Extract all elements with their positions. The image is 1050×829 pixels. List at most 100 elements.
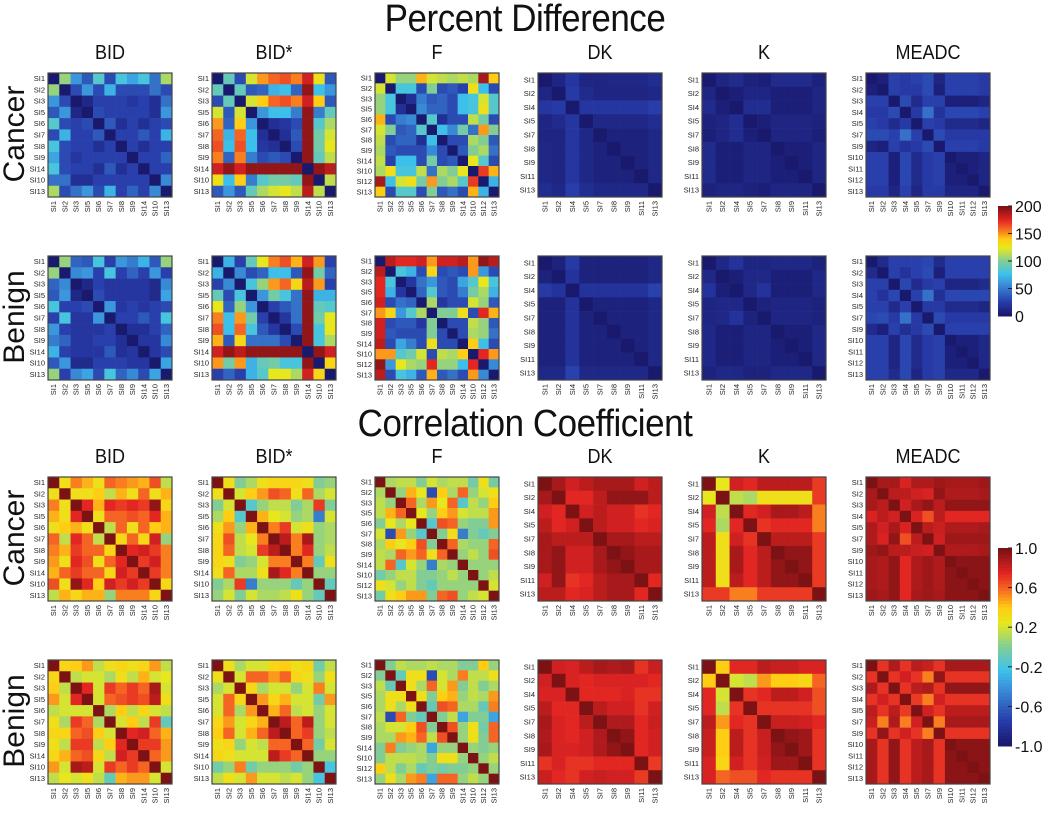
heatmap-cell	[457, 508, 469, 519]
heatmap-cell	[70, 323, 83, 336]
heatmap-cell	[866, 750, 878, 762]
x-tick-label: SI8	[117, 788, 126, 799]
heatmap-cell	[978, 129, 991, 141]
heatmap-cell	[757, 477, 772, 492]
heatmap-cell	[877, 738, 889, 751]
heatmap-cell	[426, 680, 438, 692]
heatmap-cell	[437, 349, 448, 360]
heatmap-cell	[606, 100, 621, 115]
heatmap-cell	[426, 773, 438, 785]
heatmap-cell	[967, 578, 980, 591]
heatmap-cell	[160, 368, 173, 381]
heatmap-cell	[538, 477, 553, 492]
heatmap-cell	[877, 256, 889, 268]
heatmap-cell	[257, 129, 269, 141]
heatmap-cell	[922, 151, 934, 164]
heatmap-cell	[538, 311, 553, 326]
heatmap-cell	[579, 338, 594, 353]
heatmap-cell	[967, 256, 980, 268]
heatmap-cell	[48, 323, 60, 336]
heatmap-cell	[437, 135, 448, 146]
y-tick-label: SI11	[684, 576, 699, 585]
y-tick-label: SI3	[34, 684, 45, 693]
y-tick-label: SI9	[688, 341, 699, 350]
heatmap-cell	[798, 504, 813, 519]
heatmap-cell	[888, 727, 901, 740]
heatmap-cell	[899, 544, 912, 557]
heatmap-cell	[888, 129, 901, 141]
x-tick-label: SI5	[83, 201, 92, 212]
heatmap-cell	[279, 589, 292, 602]
y-tick-label: SI13	[848, 774, 863, 783]
x-tick-label: SI1	[867, 384, 876, 395]
heatmap-cell	[488, 701, 500, 712]
y-tick-label: SI4	[688, 103, 699, 112]
heatmap-cell	[620, 687, 635, 702]
heatmap-cell	[257, 772, 269, 785]
heatmap-cell	[565, 324, 580, 339]
heatmap-cell	[406, 477, 417, 488]
heatmap-cell	[468, 104, 479, 115]
heatmap-cell	[565, 504, 580, 519]
heatmap-cell	[478, 104, 489, 115]
heatmap-cell	[944, 118, 957, 130]
heatmap-cell	[967, 705, 980, 717]
heatmap-cell	[888, 761, 901, 774]
heatmap-cell	[223, 346, 235, 358]
heatmap-cell	[933, 278, 946, 291]
heatmap-cell	[257, 660, 269, 672]
heatmap-cell	[257, 555, 269, 568]
y-tick-label: SI14	[357, 743, 372, 752]
heatmap-cell	[104, 334, 116, 347]
heatmap-cell	[70, 761, 83, 774]
colorbar-segment	[998, 231, 1012, 234]
heatmap-cell	[375, 104, 386, 115]
heatmap-cell	[81, 256, 94, 268]
heatmap-cell	[978, 118, 991, 130]
x-tick-label: SI14	[139, 605, 148, 620]
heatmap-cell	[81, 693, 94, 706]
heatmap-cell	[922, 716, 934, 728]
heatmap-cell	[899, 106, 912, 119]
heatmap-cell	[468, 549, 479, 560]
y-tick-label: SI4	[688, 507, 699, 516]
heatmap-cell	[468, 155, 479, 167]
heatmap-cell	[70, 682, 83, 695]
heatmap-cell	[375, 711, 386, 723]
heatmap-cell	[457, 753, 469, 764]
heatmap-cell	[648, 504, 663, 519]
heatmap-cell	[457, 93, 469, 105]
heatmap-cell	[385, 186, 396, 198]
heatmap-cell	[416, 359, 427, 370]
heatmap-cell	[702, 324, 717, 339]
heatmap-cell	[634, 128, 649, 143]
heatmap-cell	[385, 83, 396, 94]
y-tick-label: SI6	[34, 119, 45, 128]
heatmap-cell	[888, 671, 901, 683]
heatmap-cell	[416, 570, 427, 581]
y-tick-label: SI11	[520, 355, 535, 364]
heatmap-cell	[933, 660, 946, 672]
y-tick-label: SI11	[684, 172, 699, 181]
heatmap-cell	[437, 114, 448, 125]
heatmap-cell	[279, 705, 292, 717]
y-tick-label: SI3	[198, 97, 209, 106]
heatmap-cell	[212, 660, 224, 672]
y-tick-label: SI1	[198, 257, 209, 266]
heatmap-cell	[70, 346, 83, 358]
heatmap-cell	[967, 118, 980, 130]
heatmap-cell	[729, 86, 744, 101]
y-tick-label: SI11	[684, 759, 699, 768]
heatmap-cell	[426, 186, 438, 198]
heatmap-cell	[866, 727, 878, 740]
heatmap-cell	[70, 660, 83, 672]
heatmap-cell	[933, 682, 946, 695]
heatmap-cell	[115, 334, 128, 347]
heatmap-cell	[160, 278, 173, 291]
heatmap-cell	[978, 660, 991, 672]
heatmap-cell	[922, 357, 934, 370]
heatmap-cell	[406, 276, 417, 288]
heatmap-cell	[798, 687, 813, 702]
heatmap-cell	[551, 660, 566, 675]
heatmap-cell	[245, 693, 258, 706]
